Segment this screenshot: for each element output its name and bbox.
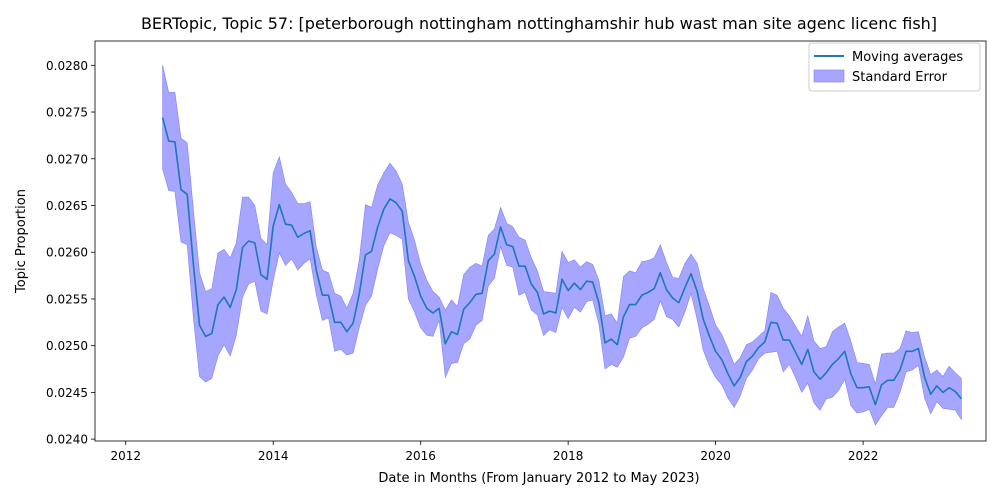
y-tick-label: 0.0275: [46, 106, 88, 120]
y-tick-label: 0.0255: [46, 292, 88, 306]
x-tick-label: 2016: [405, 449, 436, 463]
x-axis-ticks: 2012 2014 2016 2018 2020 2022: [110, 441, 878, 463]
legend-band-swatch: [813, 69, 845, 83]
y-tick-label: 0.0250: [46, 339, 88, 353]
y-axis-ticks: 0.0240 0.0245 0.0250 0.0255 0.0260 0.0265 0.02…: [46, 59, 95, 447]
standard-error-band: [162, 65, 962, 426]
legend-box: [808, 42, 981, 92]
legend-label-standard-error: Standard Error: [852, 70, 948, 85]
x-tick-label: 2014: [258, 449, 289, 463]
axes-frame: [94, 40, 987, 442]
legend: Moving averages Standard Error: [808, 42, 981, 92]
y-tick-label: 0.0260: [46, 246, 88, 260]
y-axis-label: Topic Proportion: [14, 189, 29, 294]
y-tick-label: 0.0270: [46, 152, 88, 166]
x-tick-label: 2022: [848, 449, 879, 463]
legend-label-moving-averages: Moving averages: [852, 50, 963, 65]
plot-area: [161, 65, 963, 426]
x-tick-label: 2012: [110, 449, 141, 463]
x-axis-label: Date in Months (From January 2012 to May…: [378, 471, 699, 486]
y-tick-label: 0.0245: [46, 386, 88, 400]
x-tick-label: 2020: [700, 449, 731, 463]
moving-averages-line: [161, 117, 963, 406]
y-tick-label: 0.0265: [46, 199, 88, 213]
chart-title: BERTopic, Topic 57: [peterborough nottin…: [141, 14, 937, 33]
x-tick-label: 2018: [553, 449, 584, 463]
y-tick-label: 0.0280: [46, 59, 88, 73]
y-tick-label: 0.0240: [46, 433, 88, 447]
